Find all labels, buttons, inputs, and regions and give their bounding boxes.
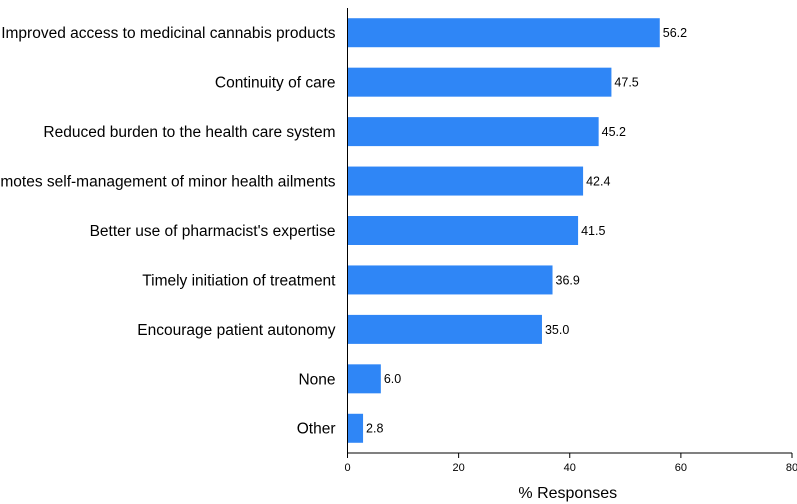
category-label: Reduced burden to the health care system: [43, 124, 335, 141]
bar: [347, 67, 612, 97]
value-label: 6.0: [384, 372, 401, 386]
bar: [347, 364, 381, 394]
value-label: 47.5: [614, 76, 638, 90]
category-label: None: [298, 371, 335, 388]
category-label: Other: [297, 421, 336, 438]
bar: [347, 216, 579, 245]
category-label: Improved access to medicinal cannabis pr…: [1, 25, 336, 42]
bar: [347, 18, 660, 48]
x-tick-label: 0: [344, 462, 350, 474]
category-labels: Improved access to medicinal cannabis pr…: [0, 25, 336, 438]
value-label: 36.9: [556, 273, 580, 287]
x-tick-label: 20: [453, 462, 465, 474]
bar: [347, 314, 542, 344]
x-tick-label: 60: [675, 462, 687, 474]
bar: [347, 117, 599, 147]
bar: [347, 265, 553, 295]
value-label: 35.0: [545, 323, 569, 337]
category-label: Encourage patient autonomy: [137, 322, 335, 339]
x-tick-label: 40: [564, 462, 576, 474]
value-labels: 56.2 47.5 45.2 42.4 41.5 36.9 35.0 6.0 2.8: [366, 26, 687, 436]
bars-group: [347, 18, 660, 443]
value-label: 45.2: [602, 125, 626, 139]
value-label: 42.4: [586, 174, 610, 188]
bar: [347, 413, 364, 443]
category-label: Continuity of care: [215, 75, 336, 92]
value-label: 56.2: [663, 26, 687, 40]
value-label: 2.8: [366, 422, 383, 436]
x-axis-title: % Responses: [518, 485, 617, 502]
category-label: Better use of pharmacist's expertise: [90, 223, 336, 240]
bar: [347, 166, 584, 196]
value-label: 41.5: [581, 224, 605, 238]
x-tick-label: 80: [786, 462, 797, 474]
x-ticks: 0 20 40 60 80: [344, 453, 797, 474]
category-label: Promotes self-management of minor health…: [0, 173, 336, 190]
category-label: Timely initiation of treatment: [142, 272, 336, 289]
